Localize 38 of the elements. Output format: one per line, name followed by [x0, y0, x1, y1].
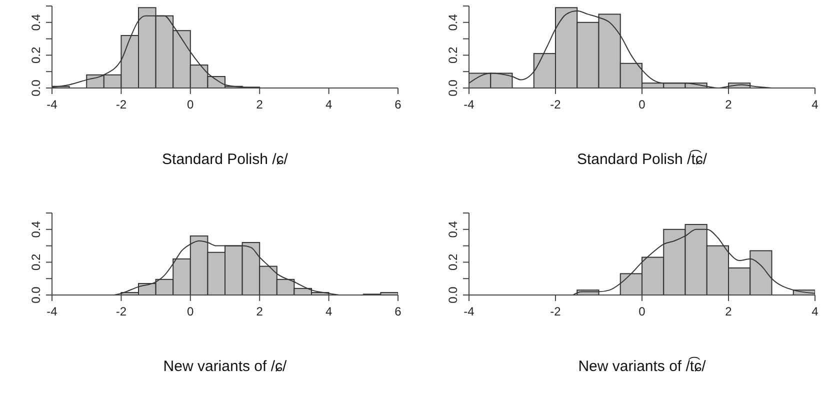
x-tick-label: 2 — [256, 304, 264, 318]
x-axis-title: New variants of /ɕ/ — [163, 358, 288, 374]
y-tick-label: 0.0 — [446, 286, 460, 303]
y-tick-label: 0.2 — [29, 46, 43, 64]
x-tick-label: -2 — [116, 98, 127, 112]
x-tick-label: 2 — [725, 304, 732, 318]
x-tick-label: 0 — [187, 98, 194, 112]
y-tick-label: 0.4 — [446, 220, 460, 238]
x-tick-label: -4 — [464, 98, 475, 112]
y-tick-label: 0.0 — [446, 79, 460, 96]
x-tick-label: 0 — [638, 98, 646, 112]
x-tick-label: 4 — [812, 304, 819, 318]
x-tick-label: 2 — [256, 98, 264, 112]
x-tick-label: -2 — [116, 304, 127, 318]
x-tick-label: -2 — [550, 98, 562, 112]
y-tick-label: 0.4 — [446, 14, 460, 31]
x-tick-label: -2 — [550, 304, 562, 318]
x-tick-label: 2 — [725, 98, 732, 112]
x-axis-title: Standard Polish /t͡ɕ/ — [576, 150, 708, 168]
x-axis-title: New variants of /t͡ɕ/ — [578, 356, 707, 374]
x-tick-label: 4 — [325, 98, 332, 112]
y-tick-label: 0.0 — [29, 79, 43, 96]
y-tick-label: 0.4 — [29, 14, 43, 31]
x-tick-label: 0 — [638, 304, 646, 318]
y-tick-label: 0.4 — [29, 220, 43, 238]
y-tick-label: 0.0 — [29, 286, 43, 303]
y-tick-label: 0.2 — [446, 253, 460, 270]
x-tick-label: -4 — [46, 98, 58, 112]
x-tick-label: -4 — [464, 304, 475, 318]
x-tick-label: -4 — [46, 304, 58, 318]
x-tick-label: 4 — [812, 98, 819, 112]
x-axis-title: Standard Polish /ɕ/ — [162, 151, 289, 168]
x-tick-label: 0 — [187, 304, 194, 318]
y-tick-label: 0.2 — [446, 46, 460, 64]
x-tick-label: 6 — [394, 304, 402, 318]
y-tick-label: 0.2 — [29, 253, 43, 270]
x-tick-label: 6 — [394, 98, 402, 112]
x-tick-label: 4 — [325, 304, 332, 318]
